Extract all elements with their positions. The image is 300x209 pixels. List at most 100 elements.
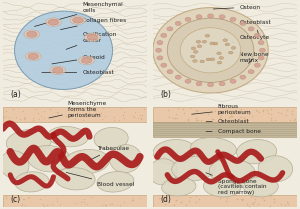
Ellipse shape [0, 151, 29, 179]
Text: Mesenchyme
forms the
periosteum: Mesenchyme forms the periosteum [49, 101, 107, 118]
Ellipse shape [219, 56, 224, 59]
Ellipse shape [64, 150, 110, 174]
Ellipse shape [28, 145, 70, 172]
Ellipse shape [110, 145, 141, 173]
Ellipse shape [217, 52, 221, 55]
Ellipse shape [230, 17, 236, 22]
Text: (b): (b) [160, 90, 171, 99]
Ellipse shape [203, 177, 241, 197]
Ellipse shape [185, 17, 191, 22]
Ellipse shape [208, 14, 214, 18]
Ellipse shape [210, 42, 214, 45]
Ellipse shape [223, 39, 227, 42]
Text: Osteoblast: Osteoblast [239, 20, 271, 36]
Ellipse shape [50, 66, 66, 75]
Ellipse shape [161, 33, 167, 37]
Text: Spongy bone
(cavities contain
red marrow): Spongy bone (cavities contain red marrow… [206, 173, 266, 195]
Ellipse shape [210, 58, 215, 61]
Ellipse shape [24, 30, 40, 38]
Ellipse shape [248, 27, 254, 31]
Ellipse shape [206, 58, 211, 61]
Ellipse shape [197, 45, 202, 48]
Text: Osteon: Osteon [213, 5, 260, 10]
Text: Compact bone: Compact bone [206, 129, 261, 134]
Ellipse shape [260, 48, 266, 52]
Ellipse shape [180, 28, 241, 73]
Ellipse shape [190, 55, 195, 58]
Ellipse shape [219, 15, 225, 19]
Ellipse shape [191, 47, 196, 50]
Ellipse shape [244, 177, 278, 197]
Ellipse shape [52, 68, 63, 73]
Text: Blood vessel: Blood vessel [66, 172, 134, 187]
Text: Osteocyte: Osteocyte [232, 35, 269, 42]
Ellipse shape [25, 52, 41, 61]
Ellipse shape [79, 56, 94, 65]
Ellipse shape [28, 53, 38, 59]
Ellipse shape [254, 33, 260, 37]
Ellipse shape [6, 129, 52, 154]
Ellipse shape [70, 16, 86, 24]
Ellipse shape [167, 27, 173, 31]
Ellipse shape [167, 18, 254, 82]
Ellipse shape [193, 60, 197, 62]
Text: Osteoblast: Osteoblast [206, 119, 250, 124]
Ellipse shape [14, 11, 113, 89]
Text: Ossification
center: Ossification center [66, 32, 116, 49]
Ellipse shape [48, 126, 88, 147]
Text: Osteoid: Osteoid [52, 55, 105, 64]
Ellipse shape [185, 79, 191, 83]
Ellipse shape [248, 70, 254, 74]
Text: New bone
matrix: New bone matrix [239, 52, 269, 63]
Ellipse shape [196, 40, 201, 43]
Text: Mesenchymal
cells: Mesenchymal cells [34, 2, 123, 26]
Ellipse shape [48, 19, 59, 25]
Text: (c): (c) [10, 195, 20, 204]
Text: Fibrous
periosteum: Fibrous periosteum [192, 104, 251, 115]
Ellipse shape [81, 57, 92, 63]
Ellipse shape [190, 138, 236, 160]
Ellipse shape [175, 21, 181, 25]
Ellipse shape [94, 127, 128, 150]
Ellipse shape [219, 82, 225, 86]
Ellipse shape [202, 40, 207, 43]
Ellipse shape [228, 51, 233, 54]
Text: Osteoblast: Osteoblast [42, 70, 114, 75]
Ellipse shape [153, 140, 196, 164]
Ellipse shape [55, 168, 95, 190]
Ellipse shape [148, 159, 177, 185]
Ellipse shape [254, 63, 260, 67]
Ellipse shape [237, 140, 277, 164]
Bar [3, 107, 147, 122]
Bar [153, 107, 297, 122]
Ellipse shape [15, 172, 49, 192]
Ellipse shape [240, 75, 246, 79]
Ellipse shape [172, 157, 215, 181]
Ellipse shape [200, 60, 205, 63]
Ellipse shape [213, 42, 218, 45]
Ellipse shape [27, 31, 37, 37]
Ellipse shape [194, 50, 198, 53]
Ellipse shape [258, 56, 264, 60]
Ellipse shape [84, 33, 100, 42]
Ellipse shape [208, 83, 214, 87]
Text: (a): (a) [10, 90, 21, 99]
Ellipse shape [46, 18, 62, 26]
Ellipse shape [97, 172, 134, 192]
Text: (d): (d) [160, 195, 171, 204]
Ellipse shape [196, 15, 202, 19]
Text: Trabeculae: Trabeculae [89, 146, 129, 161]
Ellipse shape [157, 41, 163, 45]
Ellipse shape [225, 43, 230, 46]
Ellipse shape [240, 21, 246, 25]
Ellipse shape [196, 82, 202, 86]
Ellipse shape [87, 34, 98, 40]
Ellipse shape [157, 56, 163, 60]
Ellipse shape [209, 159, 255, 185]
Ellipse shape [231, 46, 236, 49]
Ellipse shape [205, 34, 210, 37]
Ellipse shape [162, 178, 196, 196]
Ellipse shape [153, 8, 268, 93]
Ellipse shape [73, 17, 83, 23]
Ellipse shape [230, 79, 236, 83]
